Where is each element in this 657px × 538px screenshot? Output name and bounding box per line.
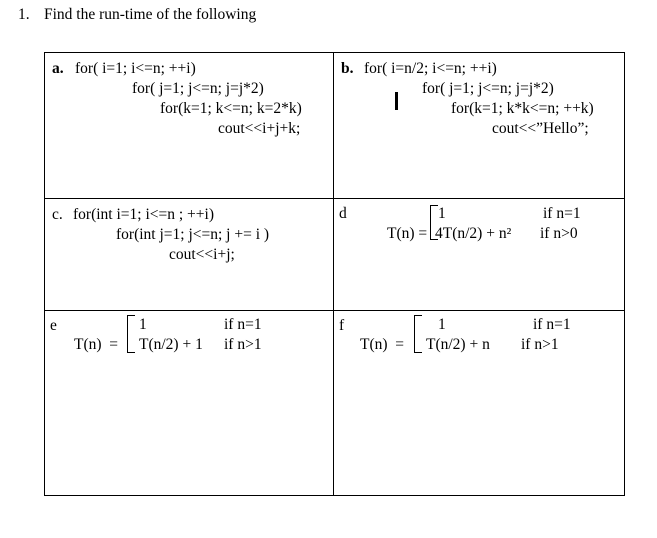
question-title-text: Find the run-time of the following	[44, 6, 257, 23]
code-line: for(k=1; k*k<=n; ++k)	[451, 100, 594, 117]
case-row: T(n/2) + 1 if n>1	[139, 335, 262, 355]
case-condition: if n>1	[521, 336, 559, 353]
case-expression: T(n/2) + 1	[139, 336, 203, 353]
cell-a-label: a.	[52, 60, 64, 77]
code-line: for( j=1; j<=n; j=j*2)	[422, 80, 554, 97]
table-cell-d[interactable]: d T(n) = 1 if n=1 4T(n/2) + n² if n>0	[334, 199, 624, 311]
question-title: 1. Find the run-time of the following	[18, 6, 256, 24]
case-row: 1 if n=1	[139, 315, 262, 335]
case-row: 1 if n=1	[435, 204, 581, 224]
left-bracket	[414, 315, 422, 353]
runtime-table: a. for( i=1; i<=n; ++i) for( j=1; j<=n; j…	[44, 52, 625, 496]
recurrence-function: T(n) =	[387, 225, 428, 242]
recurrence-cases: 1 if n=1 T(n/2) + n if n>1	[426, 315, 571, 355]
code-text: for( i=1; i<=n; ++i)	[75, 60, 196, 77]
code-text: for(int i=1; i<=n ; ++i)	[73, 206, 214, 223]
case-row: 1 if n=1	[426, 315, 571, 335]
table-cell-b[interactable]: b. for( i=n/2; i<=n; ++i) for( j=1; j<=n;…	[334, 53, 624, 199]
table-cell-f[interactable]: f T(n) = 1 if n=1 T(n/2) + n if n>1	[334, 311, 624, 495]
table-cell-a[interactable]: a. for( i=1; i<=n; ++i) for( j=1; j<=n; j…	[45, 53, 334, 199]
code-line: for(int j=1; j<=n; j += i )	[116, 226, 270, 243]
case-expression: 1	[438, 316, 446, 333]
code-line: c. for(int i=1; i<=n ; ++i)	[45, 205, 333, 225]
case-row: T(n/2) + n if n>1	[426, 335, 571, 355]
case-row: 4T(n/2) + n² if n>0	[435, 224, 581, 244]
case-condition: if n=1	[533, 316, 571, 333]
case-condition: if n=1	[224, 316, 262, 333]
question-number: 1.	[18, 6, 30, 23]
code-line: cout<<i+j;	[169, 246, 235, 263]
code-line: b. for( i=n/2; i<=n; ++i)	[334, 59, 624, 79]
table-cell-e[interactable]: e T(n) = 1 if n=1 T(n/2) + 1 if n>1	[45, 311, 334, 495]
recurrence-function: T(n) =	[74, 336, 119, 353]
code-text: for( i=n/2; i<=n; ++i)	[364, 60, 497, 77]
left-bracket	[430, 205, 438, 240]
table-cell-c[interactable]: c. for(int i=1; i<=n ; ++i) for(int j=1; …	[45, 199, 334, 311]
code-line: for(k=1; k<=n; k=2*k)	[160, 100, 302, 117]
case-expression: 1	[438, 205, 446, 222]
code-line: for( j=1; j<=n; j=j*2)	[132, 80, 264, 97]
cell-b-label: b.	[341, 60, 354, 77]
cell-e-label: e	[50, 317, 57, 334]
cell-d-label: d	[339, 205, 347, 222]
recurrence-cases: 1 if n=1 T(n/2) + 1 if n>1	[139, 315, 262, 355]
case-condition: if n>0	[540, 225, 578, 242]
cell-c-label: c.	[52, 206, 63, 223]
code-line: cout<<”Hello”;	[492, 120, 589, 137]
case-condition: if n=1	[543, 205, 581, 222]
recurrence-function: T(n) =	[360, 336, 405, 353]
case-condition: if n>1	[224, 336, 262, 353]
recurrence-cases: 1 if n=1 4T(n/2) + n² if n>0	[435, 204, 581, 244]
cell-f-label: f	[339, 317, 345, 334]
case-expression: T(n/2) + n	[426, 336, 490, 353]
left-bracket	[127, 315, 135, 353]
code-line: a. for( i=1; i<=n; ++i)	[45, 59, 333, 79]
case-expression: 1	[139, 316, 147, 333]
code-line: cout<<i+j+k;	[218, 120, 301, 137]
case-expression: 4T(n/2) + n²	[435, 225, 512, 242]
text-cursor	[395, 92, 398, 110]
